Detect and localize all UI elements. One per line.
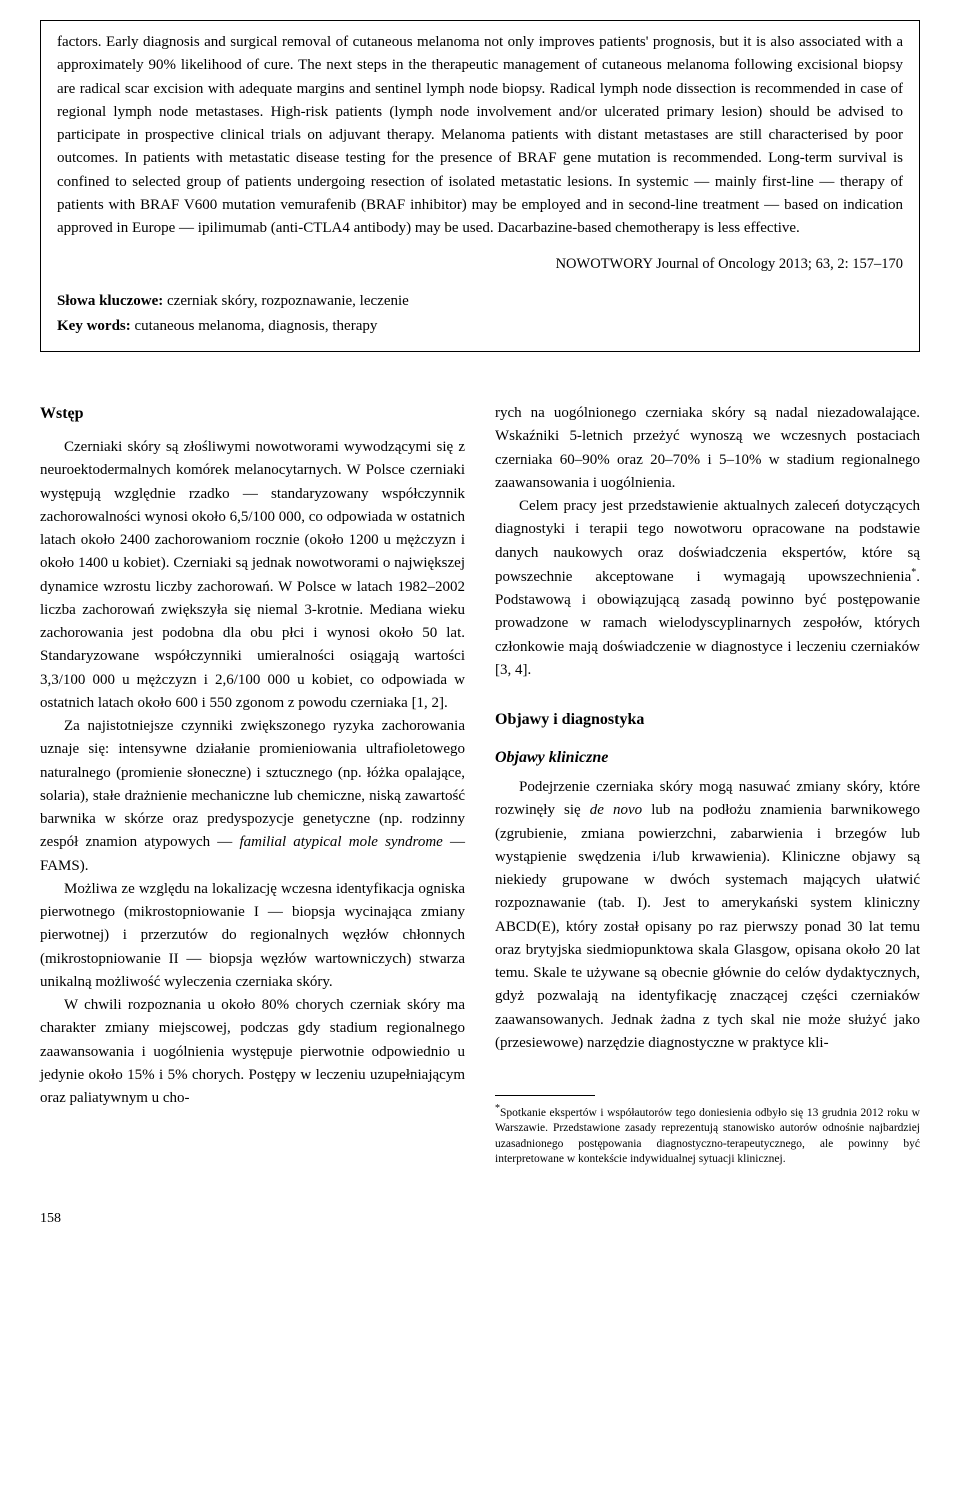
keywords-en-row: Key words: cutaneous melanoma, diagnosis… (57, 315, 903, 338)
left-p2: Za najistotniejsze czynniki zwiększonego… (40, 715, 465, 878)
right-p3: Podejrzenie czerniaka skóry mogą nasuwać… (495, 776, 920, 1055)
page-number: 158 (40, 1208, 920, 1229)
heading-objawy: Objawy i diagnostyka (495, 708, 920, 732)
keywords-pl-row: Słowa kluczowe: czerniak skóry, rozpozna… (57, 290, 903, 313)
footnote-rule (495, 1095, 595, 1096)
keywords-en-label: Key words: (57, 318, 131, 334)
two-column-layout: Wstęp Czerniaki skóry są złośliwymi nowo… (40, 402, 920, 1168)
left-p2-em: familial atypical mole syndrome (239, 834, 442, 850)
abstract-text: factors. Early diagnosis and surgical re… (57, 31, 903, 240)
keywords-en-value: cutaneous melanoma, diagnosis, therapy (131, 318, 378, 334)
journal-citation: NOWOTWORY Journal of Oncology 2013; 63, … (57, 254, 903, 276)
left-p2-a: Za najistotniejsze czynniki zwiększonego… (40, 718, 465, 850)
heading-wstep: Wstęp (40, 402, 465, 426)
right-p2-b: . Podstawową i obowiązującą zasadą powin… (495, 569, 920, 678)
footnote-text: *Spotkanie ekspertów i współautorów tego… (495, 1102, 920, 1168)
right-p2: Celem pracy jest przedstawienie aktualny… (495, 495, 920, 682)
right-column: rych na uogólnionego czerniaka skóry są … (495, 402, 920, 1168)
keywords-pl-label: Słowa kluczowe: (57, 293, 163, 309)
left-p1: Czerniaki skóry są złośliwymi nowotworam… (40, 436, 465, 715)
left-p4: W chwili rozpoznania u około 80% chorych… (40, 994, 465, 1110)
left-column: Wstęp Czerniaki skóry są złośliwymi nowo… (40, 402, 465, 1168)
keywords-pl-value: czerniak skóry, rozpoznawanie, leczenie (163, 293, 409, 309)
footnote-content: Spotkanie ekspertów i współautorów tego … (495, 1107, 920, 1166)
right-p2-a: Celem pracy jest przedstawienie aktualny… (495, 498, 920, 585)
left-p3: Możliwa ze względu na lokalizację wczesn… (40, 878, 465, 994)
right-p3-b: lub na podłożu znamienia barwnikowego (z… (495, 802, 920, 1051)
abstract-box: factors. Early diagnosis and surgical re… (40, 20, 920, 352)
subheading-objawy-kliniczne: Objawy kliniczne (495, 746, 920, 770)
right-p3-em: de novo (590, 802, 642, 818)
abstract-content: factors. Early diagnosis and surgical re… (57, 34, 903, 236)
right-p1: rych na uogólnionego czerniaka skóry są … (495, 402, 920, 495)
